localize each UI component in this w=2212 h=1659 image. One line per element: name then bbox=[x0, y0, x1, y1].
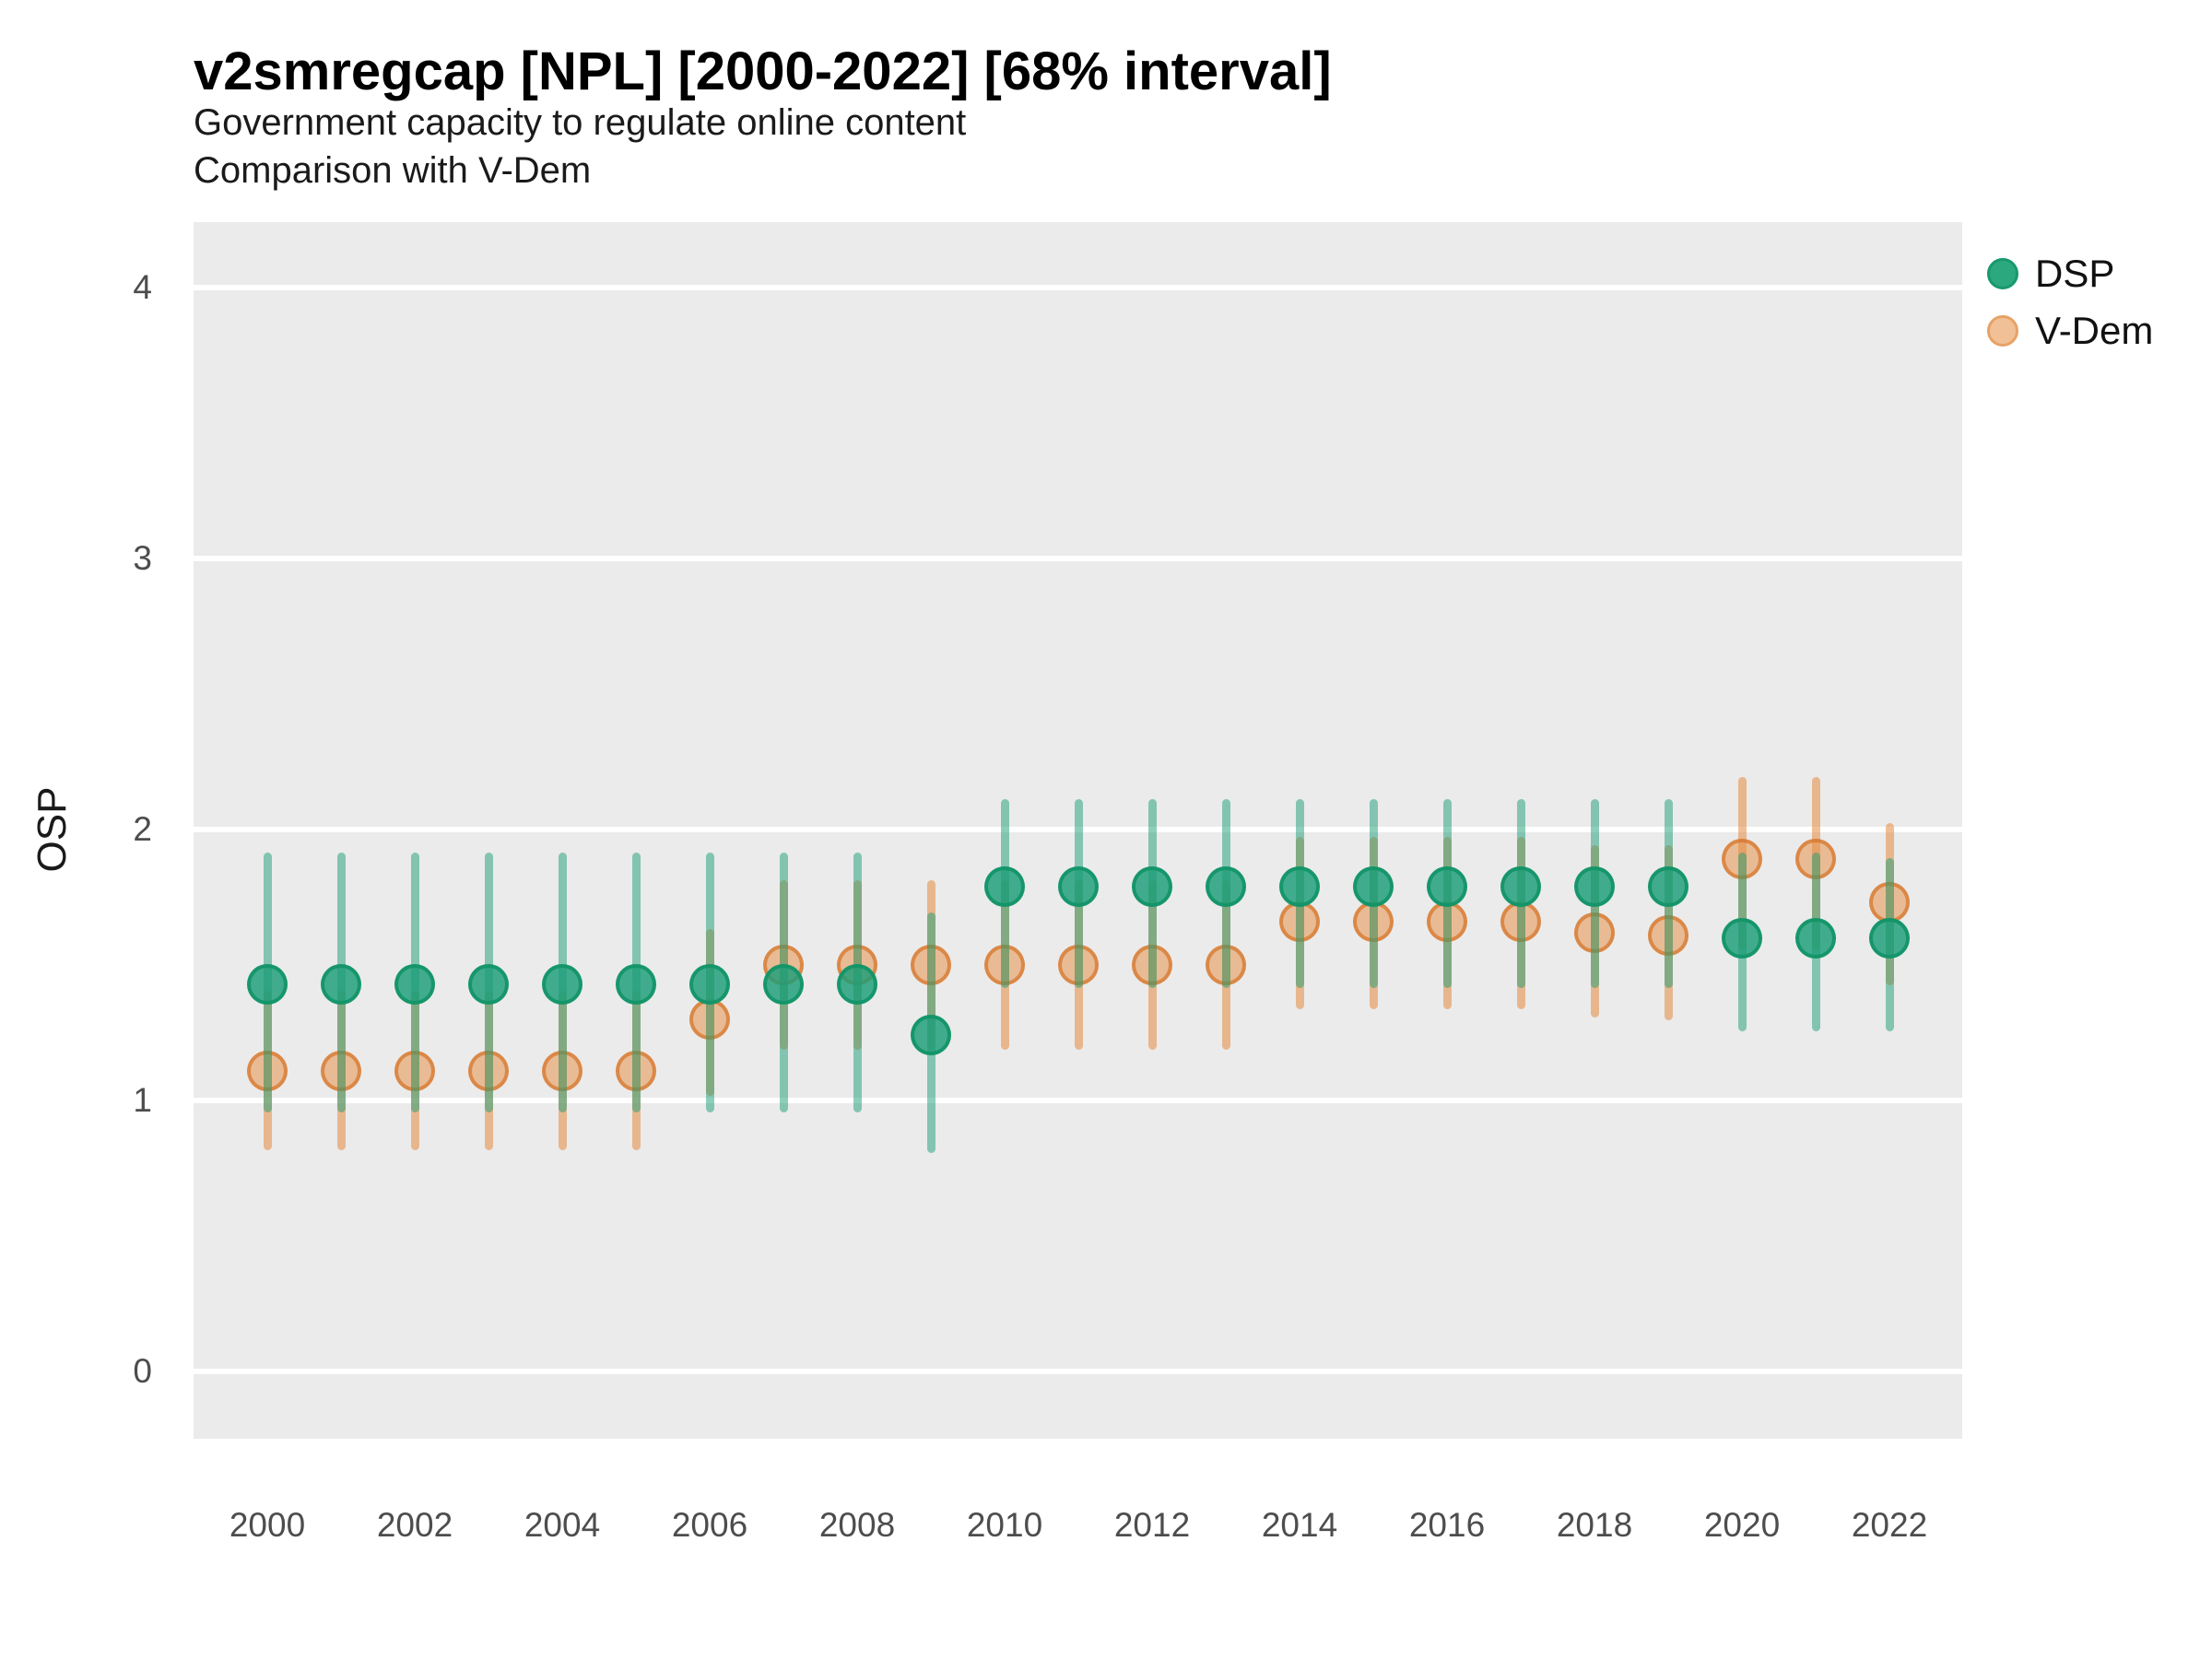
gridline-y-4 bbox=[194, 285, 1962, 290]
gridline-y-3 bbox=[194, 556, 1962, 561]
y-tick-label: 4 bbox=[133, 268, 152, 306]
dsp-point bbox=[394, 963, 435, 1005]
y-tick-label: 3 bbox=[133, 539, 152, 577]
x-tick-label: 2022 bbox=[1851, 1506, 1928, 1544]
legend: DSP V-Dem bbox=[1987, 245, 2153, 359]
dsp-point bbox=[1869, 917, 1910, 959]
dsp-point bbox=[321, 963, 361, 1005]
legend-label: V-Dem bbox=[2035, 309, 2154, 352]
dsp-point bbox=[1500, 865, 1541, 907]
dsp-point bbox=[1648, 865, 1688, 907]
gridline-y-1 bbox=[194, 1098, 1962, 1103]
dsp-point bbox=[1132, 865, 1172, 907]
x-tick-label: 2002 bbox=[376, 1506, 453, 1544]
dsp-point bbox=[1206, 865, 1246, 907]
chart-caption: Comparison with V-Dem bbox=[194, 150, 592, 191]
y-tick-label: 1 bbox=[133, 1081, 152, 1119]
dsp-point bbox=[247, 963, 288, 1005]
dsp-point bbox=[911, 1015, 951, 1056]
legend-swatch-icon bbox=[1987, 258, 2018, 289]
dsp-point bbox=[1353, 865, 1394, 907]
dsp-point bbox=[1058, 865, 1099, 907]
dsp-point bbox=[689, 963, 730, 1005]
y-tick-label: 0 bbox=[133, 1352, 152, 1390]
gridline-y-0 bbox=[194, 1369, 1962, 1374]
dsp-point bbox=[1574, 865, 1615, 907]
x-tick-label: 2006 bbox=[671, 1506, 748, 1544]
dsp-point bbox=[1279, 865, 1320, 907]
chart-subtitle: Government capacity to regulate online c… bbox=[194, 102, 967, 143]
dsp-point bbox=[837, 963, 877, 1005]
dsp-point bbox=[984, 865, 1025, 907]
dsp-point bbox=[1427, 865, 1467, 907]
legend-item-v-dem: V-Dem bbox=[1987, 302, 2153, 359]
legend-item-dsp: DSP bbox=[1987, 245, 2153, 302]
x-tick-label: 2016 bbox=[1408, 1506, 1486, 1544]
x-tick-label: 2014 bbox=[1261, 1506, 1338, 1544]
legend-swatch-icon bbox=[1987, 315, 2018, 347]
dsp-point bbox=[616, 963, 656, 1005]
dsp-point bbox=[763, 963, 804, 1005]
dsp-point bbox=[1795, 917, 1836, 959]
legend-label: DSP bbox=[2035, 252, 2115, 295]
x-tick-label: 2010 bbox=[966, 1506, 1043, 1544]
dsp-point bbox=[468, 963, 509, 1005]
dsp-point bbox=[1722, 917, 1762, 959]
chart-title: v2smregcap [NPL] [2000-2022] [68% interv… bbox=[194, 41, 1332, 101]
dsp-point bbox=[542, 963, 582, 1005]
x-tick-label: 2004 bbox=[524, 1506, 601, 1544]
x-tick-label: 2012 bbox=[1113, 1506, 1191, 1544]
y-axis-title: OSP bbox=[29, 786, 75, 873]
x-tick-label: 2018 bbox=[1556, 1506, 1633, 1544]
x-tick-label: 2008 bbox=[818, 1506, 896, 1544]
x-tick-label: 2000 bbox=[229, 1506, 306, 1544]
x-tick-label: 2020 bbox=[1703, 1506, 1781, 1544]
y-tick-label: 2 bbox=[133, 810, 152, 848]
